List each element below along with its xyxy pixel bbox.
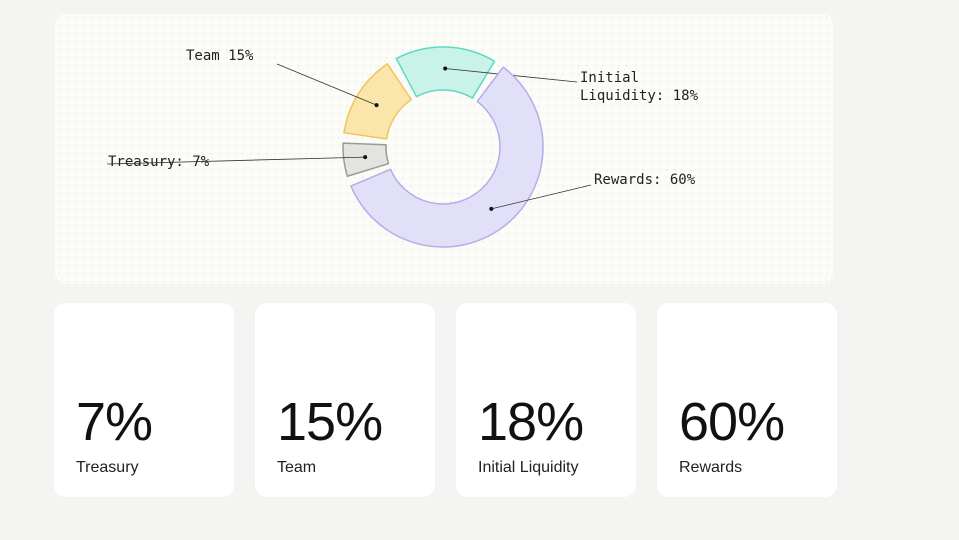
chart-panel: Treasury: 7% Team 15% Initial Liquidity: 1…: [55, 14, 833, 284]
stat-label: Team: [277, 459, 317, 476]
leader-dot: [489, 206, 494, 211]
chart: [55, 14, 833, 284]
stat-label: Rewards: [679, 459, 743, 476]
stat-value: 7%: [76, 392, 153, 452]
stat-value: 18%: [478, 392, 584, 452]
callout-label: Initial Liquidity: 18%: [580, 70, 699, 104]
stat-value: 60%: [679, 392, 785, 452]
stat-card: 15% Team: [255, 303, 435, 497]
stat-card: 60% Rewards: [657, 303, 837, 497]
leader-dot: [363, 155, 368, 160]
leader-line: [106, 156, 366, 165]
donut-segment: [395, 46, 496, 99]
donut-segment: [343, 63, 413, 140]
stat-card: 7% Treasury: [54, 303, 234, 497]
leader-line: [491, 184, 592, 210]
stat-label: Initial Liquidity: [478, 459, 579, 476]
callout-label: Treasury: 7%: [108, 154, 210, 170]
donut-segment: [350, 66, 544, 248]
leader-dot: [443, 66, 448, 71]
callout-label: Team 15%: [186, 48, 254, 64]
stat-label: Treasury: [76, 459, 139, 476]
callout-label: Rewards: 60%: [594, 172, 696, 188]
stat-value: 15%: [277, 392, 383, 452]
leader-dot: [374, 103, 379, 108]
donut-segment: [342, 142, 390, 177]
leader-line: [276, 63, 377, 106]
stat-card: 18% Initial Liquidity: [456, 303, 636, 497]
